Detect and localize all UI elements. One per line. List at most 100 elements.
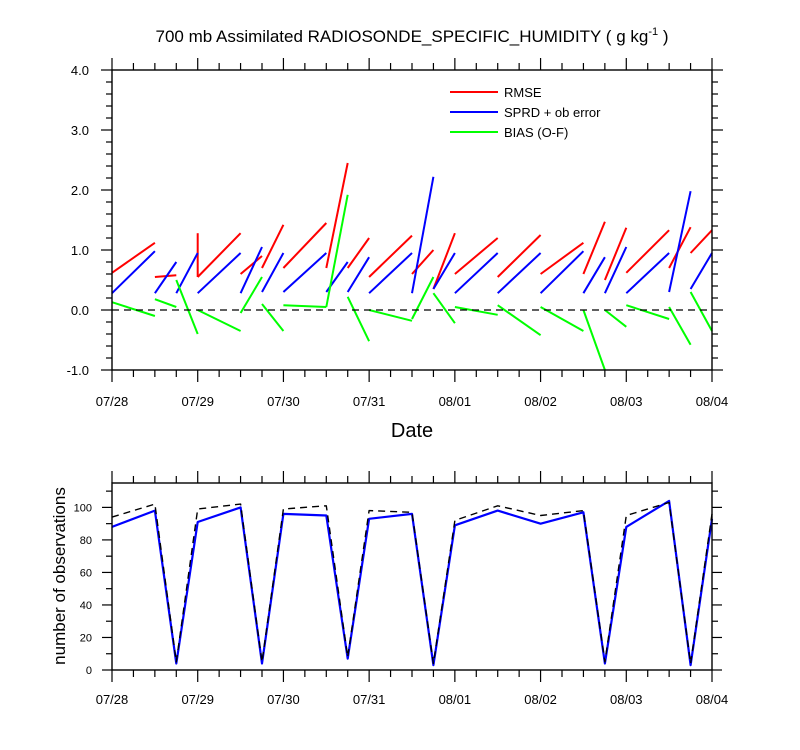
bias-o-f-segment-10	[411, 276, 435, 320]
sprd-ob-error-segment-12	[454, 252, 499, 294]
sprd-ob-error-segment-17	[625, 252, 670, 294]
legend-label: BIAS (O-F)	[504, 125, 568, 140]
sprd-ob-error-segment-4	[239, 246, 263, 294]
x-tick-label: 07/29	[181, 394, 214, 409]
bottom-y-tick-labels: 0 20 40 60 80 100	[74, 502, 92, 677]
top-x-tick-labels: 07/28 07/29 07/30 07/31 08/01 08/02 08/03 08/04	[96, 394, 729, 409]
bias-o-f-segment-19	[689, 291, 713, 332]
sprd-ob-error-segment-19	[689, 252, 713, 290]
bias-o-f-segment-16	[604, 309, 627, 328]
observations-possible-line	[111, 501, 713, 665]
y-axis-label-observations: number of observations	[50, 487, 69, 665]
bottom-plot: 0 20 40 60 80 100 07/28 07/29 07/30 07/31 08/01 08…	[74, 471, 729, 707]
bias-o-f-segment-14	[540, 306, 584, 332]
legend-label: RMSE	[504, 85, 542, 100]
bottom-y-tick-label: 20	[80, 632, 92, 644]
y-tick-label: 3.0	[71, 123, 89, 138]
bottom-x-tick-label: 08/01	[439, 692, 472, 707]
rmse-segment-6	[282, 222, 328, 269]
sprd-ob-error-segment-13	[497, 252, 542, 294]
rmse-segment-8	[346, 237, 370, 269]
bottom-y-tick-label: 0	[86, 665, 92, 677]
rmse-segment-4	[239, 255, 263, 275]
bias-o-f-segment-9	[368, 309, 413, 322]
legend-label: SPRD + ob error	[504, 105, 601, 120]
chart-title-main: 700 mb Assimilated RADIOSONDE_SPECIFIC_H…	[156, 27, 649, 46]
x-tick-label: 07/30	[267, 394, 300, 409]
y-tick-label: 1.0	[71, 243, 89, 258]
top-plot: -1.0 0.0 1.0 2.0 3.0 4.0 07/28 07/29 07/30 07/31…	[67, 58, 729, 409]
bias-o-f-segment-8	[346, 296, 371, 342]
rmse-segment-9	[368, 234, 413, 278]
sprd-ob-error-segment-15	[582, 256, 606, 294]
bias-o-f-segment-18	[668, 306, 692, 346]
rmse-segment-19	[689, 229, 713, 254]
rmse-segment-14	[540, 241, 584, 275]
bias-o-f-segment-17	[625, 304, 670, 320]
bottom-x-tick-label: 07/31	[353, 692, 386, 707]
rmse-segment-5	[261, 224, 285, 269]
x-tick-label: 07/28	[96, 394, 129, 409]
bottom-x-tick-label: 07/29	[181, 692, 214, 707]
chart-title: 700 mb Assimilated RADIOSONDE_SPECIFIC_H…	[156, 26, 669, 46]
y-tick-label: 2.0	[71, 183, 89, 198]
x-tick-label: 08/02	[524, 394, 557, 409]
sprd-ob-error-segment-11	[432, 252, 456, 290]
rmse-segment-11	[432, 232, 456, 290]
rmse-segment-0	[111, 241, 156, 274]
sprd-ob-error-segment-10	[411, 176, 435, 294]
bias-o-f-segment-15	[582, 309, 606, 371]
top-axis-ticks	[101, 58, 723, 382]
x-tick-label: 08/01	[439, 394, 472, 409]
sprd-ob-error-segment-3	[197, 252, 242, 294]
bias-o-f-segment-4	[239, 276, 263, 314]
bias-o-f-segment-6	[283, 304, 327, 308]
x-tick-label: 07/31	[353, 394, 386, 409]
sprd-ob-error-segment-1	[154, 261, 178, 294]
sprd-ob-error-segment-16	[603, 246, 628, 294]
bias-o-f-segment-5	[261, 303, 285, 332]
sprd-ob-error-segment-8	[346, 256, 370, 293]
x-tick-label: 08/04	[696, 394, 729, 409]
bias-o-f-segment-13	[497, 304, 542, 337]
rmse-segment-3	[196, 232, 242, 278]
sprd-ob-error-segment-6	[282, 252, 327, 293]
bottom-x-tick-label: 08/04	[696, 692, 729, 707]
bottom-x-tick-labels: 07/28 07/29 07/30 07/31 08/01 08/02 08/03 08/04	[96, 692, 729, 707]
bias-o-f-segment-11	[432, 292, 456, 324]
sprd-ob-error-segment-14	[539, 250, 585, 294]
rmse-segment-12	[454, 237, 499, 275]
rmse-segment-7	[325, 162, 349, 269]
rmse-segment-17	[625, 229, 670, 274]
top-plot-frame	[111, 69, 713, 371]
bottom-y-tick-label: 80	[80, 535, 92, 547]
bottom-y-tick-label: 100	[74, 502, 92, 514]
rmse-segment-18	[668, 226, 692, 269]
y-tick-label: 4.0	[71, 63, 89, 78]
top-series-lines	[111, 162, 713, 371]
sprd-ob-error-segment-0	[111, 250, 156, 294]
rmse-segment-13	[497, 234, 542, 278]
top-y-tick-labels: -1.0 0.0 1.0 2.0 3.0 4.0	[67, 63, 89, 378]
sprd-ob-error-segment-5	[261, 252, 285, 293]
chart-title-suffix: )	[658, 27, 668, 46]
sprd-ob-error-segment-18	[668, 190, 692, 293]
sprd-ob-error-segment-9	[368, 252, 413, 294]
bottom-x-tick-label: 07/28	[96, 692, 129, 707]
y-tick-label: -1.0	[67, 363, 89, 378]
bottom-series-lines	[111, 499, 714, 667]
bottom-x-tick-label: 07/30	[267, 692, 300, 707]
bottom-x-tick-label: 08/02	[524, 692, 557, 707]
rmse-segment-16	[603, 227, 628, 281]
bias-o-f-segment-12	[454, 306, 498, 316]
bias-o-f-segment-7	[325, 194, 349, 308]
y-tick-label: 0.0	[71, 303, 89, 318]
bottom-y-tick-label: 40	[80, 600, 92, 612]
rmse-segment-15	[582, 221, 606, 275]
bias-o-f-segment-1	[154, 298, 177, 308]
bottom-x-tick-label: 08/03	[610, 692, 643, 707]
bias-o-f-segment-0	[111, 301, 156, 317]
observations-used-line	[111, 499, 714, 667]
bottom-y-tick-label: 60	[80, 567, 92, 579]
